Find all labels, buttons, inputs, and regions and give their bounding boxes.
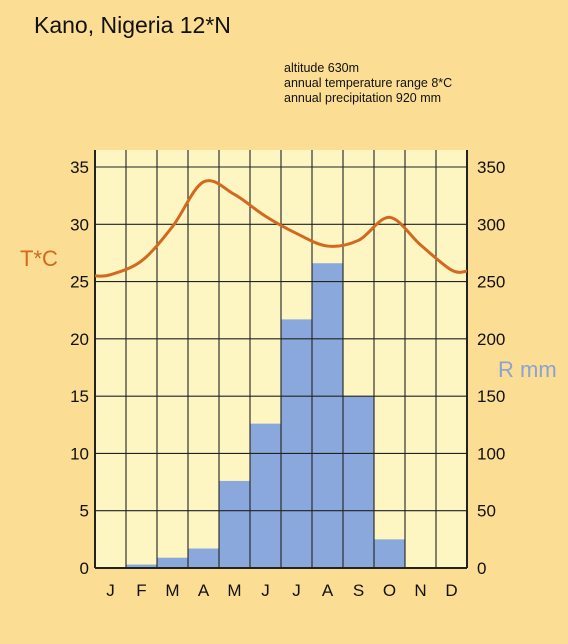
month-label-4: M — [227, 581, 241, 600]
left-tick-label-1: 5 — [80, 502, 89, 521]
right-tick-label-4: 200 — [477, 330, 505, 349]
month-label-10: N — [414, 581, 426, 600]
chart-title: Kano, Nigeria 12*N — [34, 12, 231, 38]
left-tick-label-5: 25 — [70, 273, 89, 292]
left-tick-label-4: 20 — [70, 330, 89, 349]
rainfall-bar-7 — [312, 263, 343, 568]
left-tick-label-7: 35 — [70, 158, 89, 177]
right-tick-label-6: 300 — [477, 215, 505, 234]
rainfall-bar-1 — [126, 564, 157, 568]
temperature-axis-label: T*C — [20, 246, 58, 271]
month-label-3: A — [198, 581, 210, 600]
right-tick-label-7: 350 — [477, 158, 505, 177]
month-label-11: D — [445, 581, 457, 600]
month-label-0: J — [106, 581, 115, 600]
left-axis-ticks: 0 5 10 15 20 25 30 35 — [70, 158, 89, 578]
month-label-7: A — [322, 581, 334, 600]
right-tick-label-5: 250 — [477, 273, 505, 292]
rainfall-bar-9 — [374, 539, 405, 568]
rainfall-bar-6 — [281, 319, 312, 568]
month-label-1: F — [136, 581, 146, 600]
rainfall-bar-5 — [250, 423, 281, 568]
right-tick-label-0: 0 — [477, 559, 486, 578]
right-tick-label-3: 150 — [477, 387, 505, 406]
left-tick-label-0: 0 — [80, 559, 89, 578]
month-label-2: M — [165, 581, 179, 600]
month-label-8: S — [353, 581, 364, 600]
temperature-line — [94, 179, 468, 278]
rainfall-bar-3 — [188, 548, 219, 568]
rainfall-bar-4 — [219, 480, 250, 568]
rainfall-axis-label: R mm — [498, 357, 557, 382]
temperature-range-text: annual temperature range 8*C — [284, 76, 453, 90]
rainfall-bars — [126, 263, 405, 568]
right-tick-label-2: 100 — [477, 444, 505, 463]
rainfall-bar-2 — [157, 557, 188, 568]
rainfall-bar-8 — [343, 396, 374, 568]
month-label-5: J — [261, 581, 270, 600]
climate-info: altitude 630m annual temperature range 8… — [284, 61, 452, 106]
month-label-6: J — [292, 581, 301, 600]
right-tick-label-1: 50 — [477, 502, 496, 521]
month-label-9: O — [383, 581, 396, 600]
left-tick-label-6: 30 — [70, 215, 89, 234]
grid-lines — [94, 150, 468, 569]
right-axis-ticks: 0 50 100 150 200 250 300 350 — [477, 158, 505, 578]
left-tick-label-3: 15 — [70, 387, 89, 406]
left-tick-label-2: 10 — [70, 444, 89, 463]
altitude-text: altitude 630m — [284, 61, 360, 75]
precipitation-text: annual precipitation 920 mm — [284, 91, 442, 105]
